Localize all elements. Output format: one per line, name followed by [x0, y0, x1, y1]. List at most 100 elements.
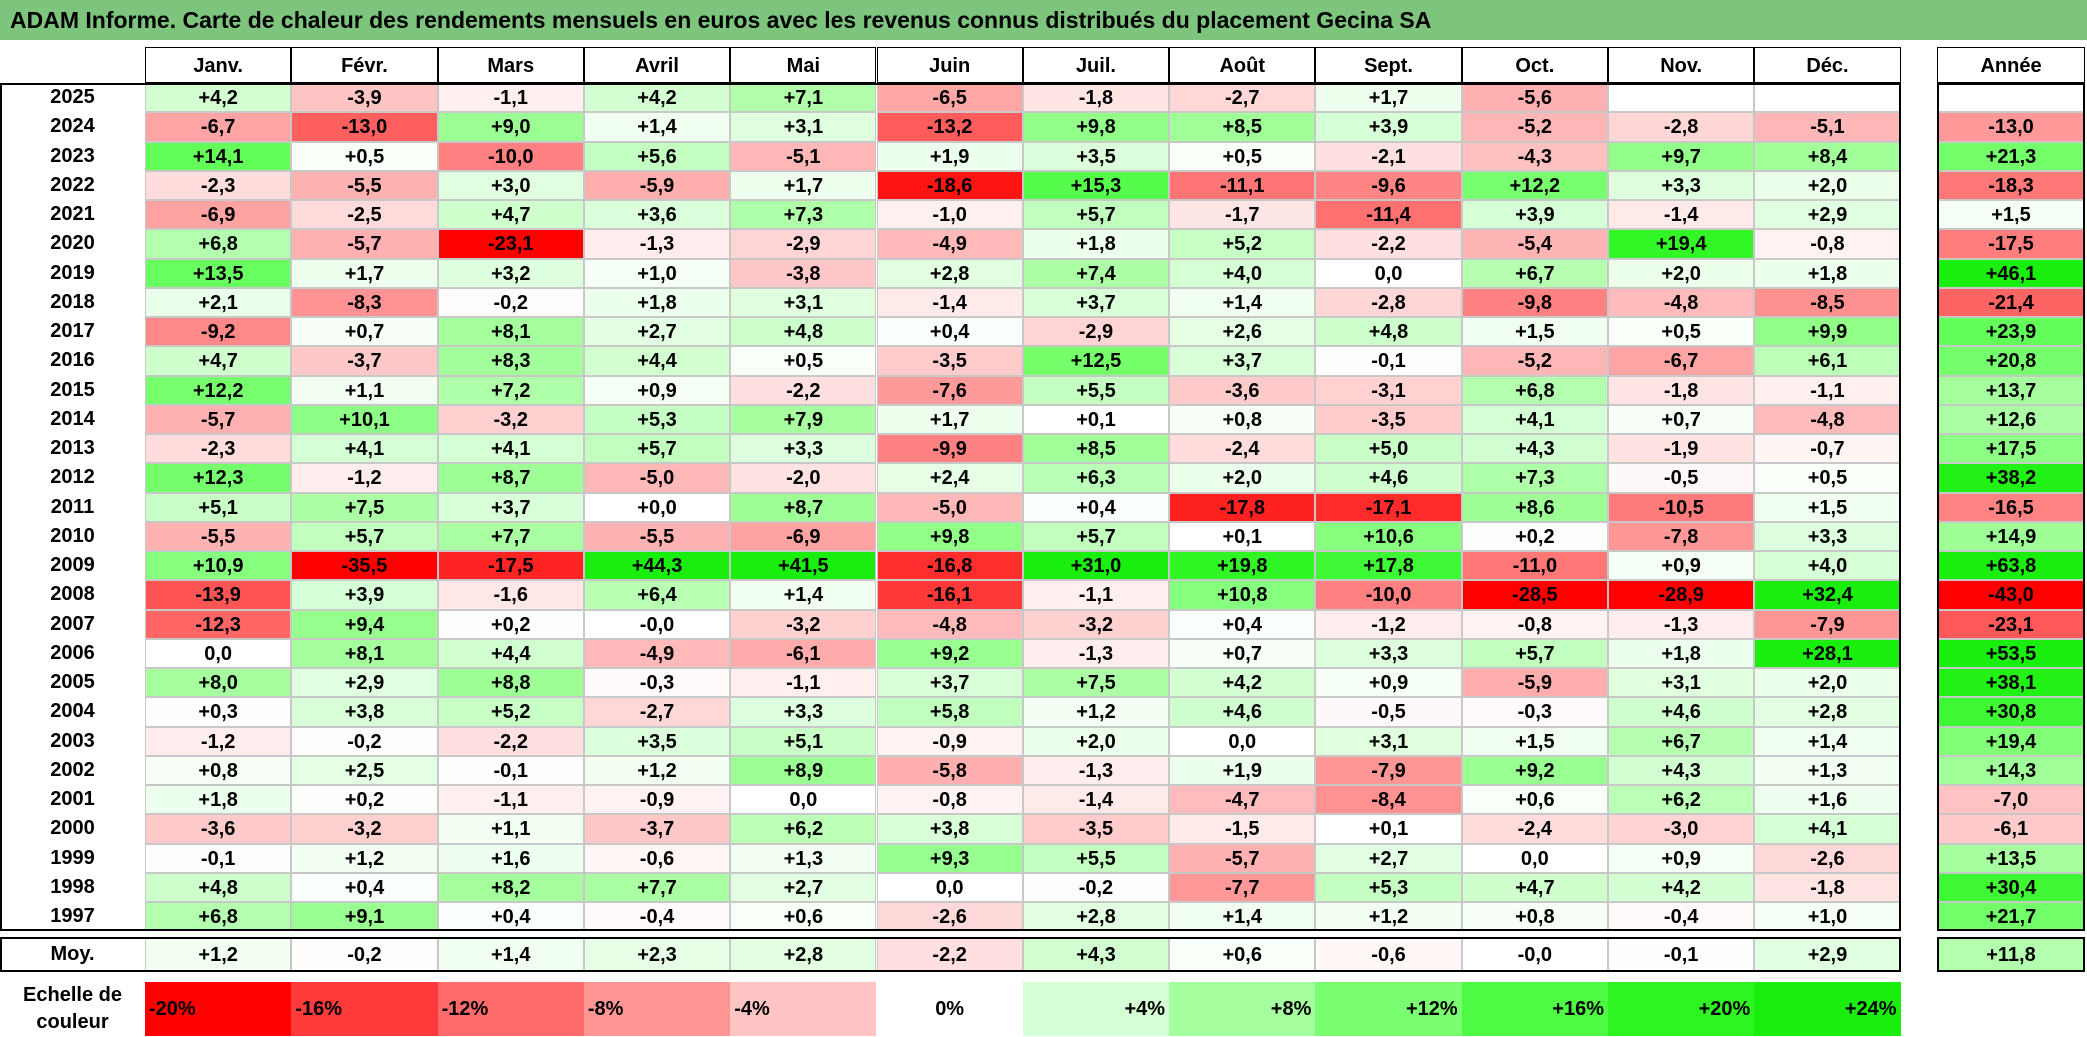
heat-cell: -13,0 — [291, 112, 438, 142]
heat-cell: +3,5 — [1022, 141, 1170, 171]
heat-cell: +5,6 — [583, 141, 731, 171]
heat-cell: +1,7 — [1315, 83, 1462, 113]
average-cell: -0,0 — [1461, 937, 1608, 973]
heat-cell: +9,2 — [1461, 755, 1608, 785]
month-header: Mai — [730, 47, 877, 83]
heat-cell: +0,4 — [876, 317, 1023, 347]
heat-cell: -2,3 — [145, 434, 292, 464]
heat-cell: +8,6 — [1461, 492, 1608, 522]
year-label: 2014 — [50, 407, 95, 430]
heat-cell: +5,7 — [1022, 200, 1170, 230]
heat-cell: +13,5 — [145, 258, 292, 288]
year-label: 1997 — [50, 905, 95, 927]
heat-cell: -1,3 — [1608, 609, 1755, 639]
heat-cell: 0,0 — [876, 872, 1023, 902]
legend-swatch: -8% — [583, 982, 731, 1037]
heat-cell: 0,0 — [1169, 726, 1316, 756]
month-header: Févr. — [291, 47, 438, 83]
annual-cell — [1937, 83, 2085, 113]
heat-cell: -0,0 — [583, 609, 731, 639]
heat-cell: +0,4 — [1169, 609, 1316, 639]
heat-cell: +4,6 — [1315, 463, 1462, 493]
heat-cell: -5,9 — [1461, 668, 1608, 698]
heat-cell: +3,9 — [291, 580, 438, 610]
heat-cell: -3,7 — [583, 814, 731, 844]
heat-cell: +3,6 — [583, 200, 731, 230]
heat-cell: +3,9 — [1461, 200, 1608, 230]
heat-cell: +0,5 — [730, 346, 877, 376]
month-header: Avril — [583, 47, 731, 83]
heat-cell: -2,6 — [876, 902, 1023, 932]
heat-cell: +3,1 — [1315, 726, 1462, 756]
month-header: Sept. — [1315, 47, 1462, 83]
year-label: 2019 — [50, 261, 95, 284]
annual-cell: +23,9 — [1937, 317, 2085, 347]
heat-cell: +1,4 — [1169, 902, 1316, 932]
year-label: 2022 — [50, 173, 95, 196]
heat-cell: +4,1 — [291, 434, 438, 464]
heat-cell: +2,6 — [1169, 317, 1316, 347]
heat-cell: +6,8 — [1461, 375, 1608, 405]
heat-cell: -1,8 — [1022, 83, 1170, 113]
heat-cell: +5,5 — [1022, 843, 1170, 873]
heat-cell: +4,6 — [1608, 697, 1755, 727]
average-cell: -0,2 — [291, 937, 438, 973]
year-label: 2015 — [50, 378, 95, 401]
heat-cell: -11,1 — [1169, 170, 1316, 200]
heat-cell: +7,3 — [1461, 463, 1608, 493]
heat-cell: -1,7 — [1169, 200, 1316, 230]
legend-swatch: -4% — [730, 982, 877, 1037]
average-cell: +4,3 — [1022, 937, 1170, 973]
heat-cell: +3,1 — [730, 112, 877, 142]
heat-cell: +7,5 — [1022, 668, 1170, 698]
month-header: Nov. — [1608, 47, 1755, 83]
heat-cell: -5,0 — [876, 492, 1023, 522]
year-label: 2018 — [50, 290, 95, 313]
year-label: 2008 — [50, 583, 95, 606]
heat-cell: -1,1 — [1754, 375, 1901, 405]
heat-cell: -3,5 — [1315, 404, 1462, 434]
heat-cell: -1,0 — [876, 200, 1023, 230]
heat-cell: -28,9 — [1608, 580, 1755, 610]
heat-cell: -5,7 — [145, 404, 292, 434]
heat-cell: -3,2 — [291, 814, 438, 844]
annual-cell: +46,1 — [1937, 258, 2085, 288]
legend-swatch: +4% — [1022, 982, 1170, 1037]
heat-cell: +4,2 — [1608, 872, 1755, 902]
heat-cell: +9,8 — [876, 521, 1023, 551]
heat-cell: +8,2 — [437, 872, 584, 902]
annual-cell: +21,3 — [1937, 141, 2085, 171]
heat-cell: +2,1 — [145, 287, 292, 317]
heat-cell: +5,2 — [437, 697, 584, 727]
heat-cell: +2,8 — [876, 258, 1023, 288]
year-label: 2021 — [50, 203, 95, 225]
heat-cell: -8,3 — [291, 287, 438, 317]
year-label: 2007 — [50, 612, 95, 635]
year-label: 2005 — [50, 671, 95, 693]
heat-cell: +7,5 — [291, 492, 438, 522]
heat-cell: +44,3 — [583, 551, 731, 581]
heat-cell: -0,8 — [1754, 229, 1901, 259]
average-cell: +2,3 — [583, 937, 731, 973]
annual-cell: +20,8 — [1937, 346, 2085, 376]
heat-cell: -17,5 — [437, 551, 584, 581]
heat-cell: +7,4 — [1022, 258, 1170, 288]
heat-cell: -12,3 — [145, 609, 292, 639]
heat-cell: -13,2 — [876, 112, 1023, 142]
heat-cell: +1,1 — [291, 375, 438, 405]
heat-cell: +3,3 — [1315, 638, 1462, 668]
heat-cell: -2,6 — [1754, 843, 1901, 873]
heat-cell: -1,5 — [1169, 814, 1316, 844]
heat-cell: -7,9 — [1754, 609, 1901, 639]
heat-cell: -5,6 — [1461, 83, 1608, 113]
heat-cell: -0,2 — [437, 287, 584, 317]
heat-cell: -0,3 — [1461, 697, 1608, 727]
heat-cell: -6,9 — [730, 521, 877, 551]
annual-cell: +30,4 — [1937, 872, 2085, 902]
heat-cell: -8,5 — [1754, 287, 1901, 317]
heat-cell: +0,5 — [1608, 317, 1755, 347]
heat-cell: +3,5 — [583, 726, 731, 756]
month-header: Août — [1169, 47, 1316, 83]
heat-cell: +10,6 — [1315, 521, 1462, 551]
heat-cell — [1608, 83, 1755, 113]
